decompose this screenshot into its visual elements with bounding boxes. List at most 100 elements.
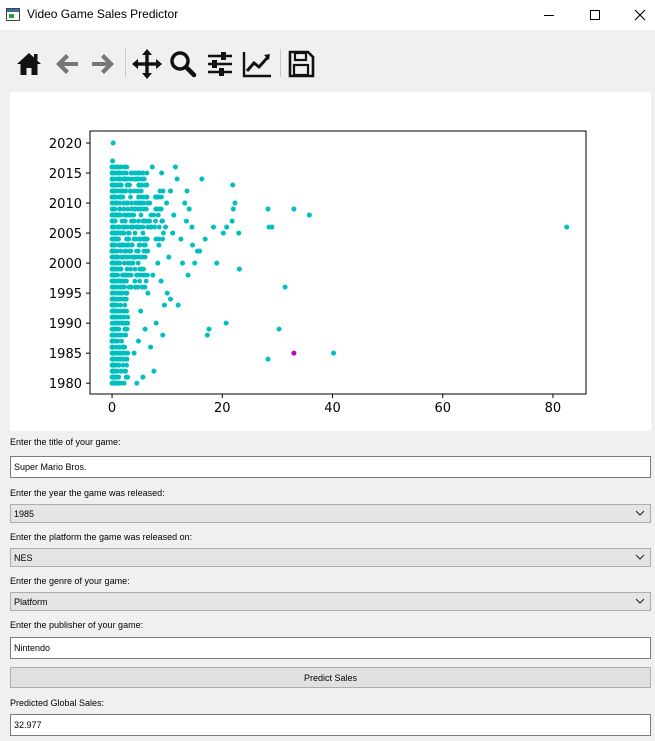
axes-frame bbox=[89, 130, 587, 395]
data-point bbox=[137, 206, 143, 212]
data-point bbox=[109, 290, 115, 296]
data-point bbox=[121, 176, 127, 182]
zoom-button[interactable] bbox=[168, 49, 198, 79]
data-point bbox=[132, 278, 138, 284]
data-point bbox=[124, 362, 130, 368]
back-arrow-icon bbox=[56, 54, 78, 74]
data-point bbox=[119, 194, 125, 200]
data-point bbox=[185, 272, 191, 278]
data-point bbox=[138, 308, 144, 314]
data-point bbox=[109, 338, 115, 344]
data-point bbox=[282, 284, 288, 290]
data-point bbox=[184, 188, 190, 194]
minimize-button[interactable] bbox=[526, 0, 572, 30]
data-point bbox=[202, 236, 208, 242]
data-point bbox=[172, 164, 178, 170]
pan-button[interactable] bbox=[132, 49, 162, 79]
genre-dropdown[interactable]: Platform bbox=[10, 592, 651, 611]
data-point bbox=[125, 206, 131, 212]
data-point bbox=[131, 206, 137, 212]
data-point bbox=[134, 176, 140, 182]
data-point bbox=[236, 266, 242, 272]
data-point bbox=[110, 302, 116, 308]
data-point bbox=[110, 206, 116, 212]
platform-dropdown[interactable]: NES bbox=[10, 548, 651, 567]
close-button[interactable] bbox=[617, 0, 655, 30]
data-point bbox=[115, 296, 121, 302]
data-point bbox=[120, 362, 126, 368]
data-point bbox=[183, 218, 189, 224]
data-point bbox=[126, 272, 132, 278]
plot-toolbar bbox=[0, 30, 655, 92]
figure-canvas[interactable]: 0 20 40 60 80 1980 1985 1990 1995 2000 2005 2010 201… bbox=[10, 92, 651, 431]
data-point bbox=[137, 236, 143, 242]
data-point bbox=[182, 200, 188, 206]
home-button[interactable] bbox=[14, 49, 44, 79]
forward-button[interactable] bbox=[88, 49, 118, 79]
maximize-button[interactable] bbox=[572, 0, 618, 30]
data-point bbox=[109, 284, 115, 290]
data-point bbox=[125, 350, 131, 356]
data-point bbox=[122, 302, 128, 308]
configure-subplots-button[interactable] bbox=[205, 49, 235, 79]
data-point bbox=[164, 290, 170, 296]
data-point bbox=[124, 320, 130, 326]
data-point bbox=[206, 326, 212, 332]
publisher-input[interactable]: Nintendo bbox=[10, 637, 651, 659]
data-point bbox=[117, 206, 122, 212]
data-point bbox=[138, 188, 144, 194]
data-point bbox=[265, 356, 271, 362]
data-point bbox=[109, 344, 115, 350]
data-point bbox=[204, 332, 210, 338]
data-point bbox=[153, 320, 159, 326]
data-point bbox=[132, 266, 138, 272]
x-tick-label: 80 bbox=[545, 401, 562, 416]
data-point bbox=[110, 380, 116, 386]
edit-axis-line-icon bbox=[242, 52, 271, 78]
data-point bbox=[112, 362, 118, 368]
data-point bbox=[155, 212, 161, 218]
data-point bbox=[140, 230, 146, 236]
predict-sales-button[interactable]: Predict Sales bbox=[10, 667, 651, 688]
chevron-down-icon bbox=[635, 554, 645, 560]
data-point bbox=[113, 266, 119, 272]
data-point bbox=[110, 242, 116, 248]
data-point bbox=[291, 206, 297, 212]
back-button[interactable] bbox=[52, 49, 82, 79]
data-point bbox=[109, 278, 115, 284]
data-point bbox=[140, 374, 146, 380]
data-point bbox=[148, 224, 154, 230]
data-point bbox=[121, 332, 127, 338]
toolbar-separator bbox=[280, 49, 281, 77]
data-point bbox=[220, 230, 226, 236]
data-point bbox=[145, 200, 151, 206]
data-point bbox=[116, 212, 122, 218]
data-point bbox=[144, 170, 150, 176]
data-point bbox=[137, 200, 143, 206]
data-point bbox=[123, 188, 129, 194]
data-point bbox=[276, 326, 282, 332]
data-point bbox=[132, 254, 138, 260]
zoom-magnifier-icon bbox=[170, 51, 197, 78]
data-point bbox=[157, 206, 163, 212]
data-point bbox=[110, 212, 116, 218]
edit-axis-button[interactable] bbox=[242, 49, 272, 79]
data-point bbox=[131, 350, 137, 356]
data-point bbox=[133, 224, 139, 230]
minimize-icon bbox=[544, 15, 554, 16]
data-point bbox=[135, 188, 141, 194]
data-point bbox=[166, 254, 172, 260]
year-dropdown[interactable]: 1985 bbox=[10, 504, 651, 523]
data-point bbox=[230, 182, 236, 188]
data-point bbox=[114, 182, 120, 188]
app-window-icon bbox=[6, 8, 20, 21]
data-point bbox=[137, 278, 143, 284]
data-point bbox=[116, 326, 122, 332]
data-point bbox=[143, 218, 148, 224]
data-point bbox=[110, 218, 116, 224]
x-tick-label: 60 bbox=[434, 401, 451, 416]
y-tick-label: 1980 bbox=[49, 377, 82, 392]
save-figure-button[interactable] bbox=[286, 49, 316, 79]
data-point bbox=[124, 326, 130, 332]
title-input[interactable]: Super Mario Bros. bbox=[10, 456, 651, 478]
